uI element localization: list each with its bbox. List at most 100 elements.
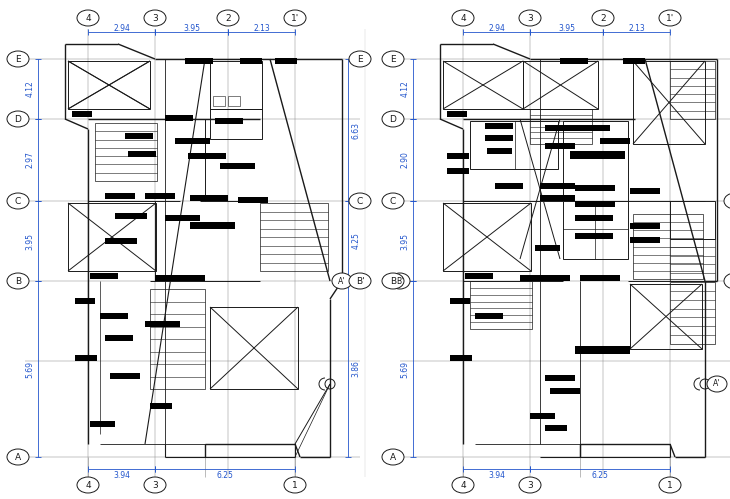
Bar — [545, 425, 567, 431]
Text: C: C — [390, 197, 396, 206]
Bar — [470, 281, 532, 329]
Bar — [535, 245, 560, 251]
Bar — [105, 335, 133, 341]
Text: E: E — [15, 54, 21, 63]
Bar — [485, 123, 513, 129]
Text: 2: 2 — [225, 13, 231, 22]
Ellipse shape — [452, 477, 474, 493]
Bar — [450, 355, 472, 361]
Text: 6.25: 6.25 — [217, 471, 234, 480]
Bar — [220, 163, 255, 169]
Bar — [485, 135, 513, 141]
Bar — [670, 239, 715, 281]
Ellipse shape — [7, 449, 29, 465]
Bar — [150, 289, 205, 389]
Bar — [215, 118, 243, 124]
Ellipse shape — [7, 193, 29, 209]
Bar — [75, 355, 97, 361]
Ellipse shape — [144, 477, 166, 493]
Bar — [90, 273, 118, 279]
Bar — [175, 138, 210, 144]
Bar — [633, 61, 705, 144]
Bar — [447, 153, 469, 159]
Ellipse shape — [144, 10, 166, 26]
Bar — [630, 284, 702, 349]
Text: B: B — [390, 276, 396, 285]
Bar — [165, 215, 200, 221]
Bar — [260, 203, 328, 271]
Bar — [580, 275, 620, 281]
Text: C: C — [357, 197, 363, 206]
Bar — [633, 214, 703, 279]
Ellipse shape — [382, 51, 404, 67]
Bar — [443, 203, 531, 271]
Text: 4: 4 — [460, 481, 466, 490]
Bar — [570, 151, 625, 159]
Text: 3.95: 3.95 — [26, 233, 34, 250]
Bar — [150, 403, 172, 409]
Ellipse shape — [592, 10, 614, 26]
Text: 2.94: 2.94 — [488, 23, 505, 32]
Text: 6.25: 6.25 — [591, 471, 608, 480]
Text: D: D — [390, 114, 396, 123]
Ellipse shape — [284, 477, 306, 493]
Ellipse shape — [349, 193, 371, 209]
Bar — [165, 115, 193, 121]
Text: 2.97: 2.97 — [26, 152, 34, 169]
Bar — [75, 298, 95, 304]
Bar — [213, 96, 225, 106]
Ellipse shape — [382, 449, 404, 465]
Bar — [210, 307, 298, 389]
Bar — [540, 195, 575, 201]
Text: 2.90: 2.90 — [401, 152, 410, 169]
Ellipse shape — [659, 10, 681, 26]
Bar — [145, 321, 180, 327]
Bar — [145, 193, 175, 199]
Bar — [670, 61, 715, 119]
Bar — [275, 58, 297, 64]
Bar — [68, 61, 150, 109]
Text: 2.13: 2.13 — [253, 23, 270, 32]
Ellipse shape — [284, 10, 306, 26]
Text: 2.94: 2.94 — [113, 23, 130, 32]
Bar — [238, 197, 268, 203]
Bar — [72, 111, 92, 117]
Ellipse shape — [77, 477, 99, 493]
Bar — [470, 121, 558, 169]
Bar — [530, 413, 555, 419]
Text: 2: 2 — [600, 13, 606, 22]
Bar — [495, 183, 523, 189]
Bar — [540, 183, 575, 189]
Bar — [465, 273, 493, 279]
Bar — [545, 375, 575, 381]
Text: 5.69: 5.69 — [401, 360, 410, 378]
Text: B: B — [15, 276, 21, 285]
Bar — [545, 143, 575, 149]
Bar — [670, 201, 715, 239]
Ellipse shape — [332, 273, 352, 289]
Bar — [125, 133, 153, 139]
Bar — [630, 237, 660, 243]
Text: 3.94: 3.94 — [113, 471, 130, 480]
Bar — [68, 203, 156, 271]
Text: 1: 1 — [292, 481, 298, 490]
Ellipse shape — [7, 273, 29, 289]
Text: E: E — [357, 54, 363, 63]
Ellipse shape — [382, 193, 404, 209]
Bar — [520, 275, 570, 281]
Text: 4.12: 4.12 — [26, 81, 34, 97]
Text: 6.63: 6.63 — [352, 121, 361, 139]
Text: 1': 1' — [291, 13, 299, 22]
Ellipse shape — [7, 51, 29, 67]
Bar — [475, 313, 503, 319]
Bar — [623, 58, 645, 64]
Text: 3: 3 — [527, 13, 533, 22]
Ellipse shape — [452, 10, 474, 26]
Bar — [530, 109, 592, 144]
Bar — [630, 188, 660, 194]
Bar — [575, 215, 613, 221]
Bar — [630, 223, 660, 229]
Ellipse shape — [382, 273, 404, 289]
Bar — [95, 123, 157, 181]
Bar — [155, 275, 205, 281]
